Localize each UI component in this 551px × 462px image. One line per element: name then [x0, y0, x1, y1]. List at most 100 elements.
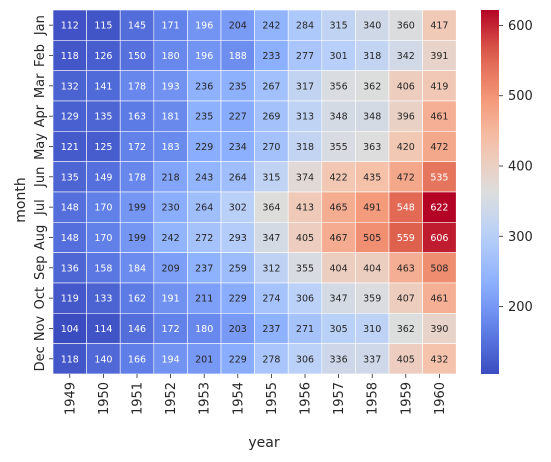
cell-value-label: 181: [162, 112, 180, 123]
cell-value-label: 347: [330, 294, 348, 305]
heatmap-cell: [220, 343, 255, 375]
cell-value-label: 227: [229, 112, 247, 123]
cell-value-label: 355: [330, 142, 348, 153]
colorbar-tick-label: 500: [508, 89, 533, 104]
heatmap-cell: [153, 191, 188, 223]
heatmap-cell: [153, 252, 188, 284]
cell-value-label: 199: [128, 233, 146, 244]
cell-value-label: 183: [162, 142, 180, 153]
cell-value-label: 237: [262, 324, 280, 335]
cell-value-label: 293: [229, 233, 247, 244]
heatmap-cell: [220, 100, 255, 132]
cell-value-label: 236: [195, 81, 213, 92]
heatmap-cell: [287, 312, 323, 344]
heatmap-cell: [220, 40, 255, 71]
heatmap-cell: [52, 222, 87, 253]
heatmap-cell: [287, 252, 323, 284]
x-tick-label: 1950: [97, 382, 112, 415]
heatmap-cell: [52, 252, 87, 284]
cell-value-label: 315: [262, 172, 280, 183]
heatmap-cell: [187, 282, 222, 314]
cell-value-label: 129: [61, 112, 79, 123]
x-tick-label: 1952: [164, 382, 179, 415]
heatmap-cell: [254, 282, 289, 314]
heatmap-cell: [187, 131, 222, 162]
cell-value-label: 548: [397, 203, 415, 214]
cell-value-label: 264: [229, 172, 247, 183]
cell-value-label: 119: [61, 294, 79, 305]
heatmap-cell: [287, 9, 323, 41]
cell-value-label: 356: [330, 81, 348, 92]
cell-value-label: 199: [128, 203, 146, 214]
heatmap-cell: [388, 131, 423, 162]
colorbar-tick-label: 400: [508, 160, 533, 175]
cell-value-label: 229: [229, 294, 247, 305]
cell-value-label: 336: [330, 354, 348, 365]
cell-value-label: 315: [330, 21, 348, 32]
heatmap-cell: [422, 100, 457, 132]
cell-value-label: 318: [296, 142, 314, 153]
heatmap-cell: [86, 312, 121, 344]
cell-value-label: 364: [262, 203, 280, 214]
cell-value-label: 243: [195, 172, 213, 183]
y-tick-label: Dec: [33, 346, 48, 371]
cell-value-label: 405: [397, 354, 415, 365]
cell-value-label: 135: [94, 112, 112, 123]
cell-value-label: 310: [363, 324, 381, 335]
cell-value-label: 242: [162, 233, 180, 244]
heatmap-cell: [86, 40, 121, 71]
x-tick-label: 1959: [399, 382, 414, 415]
cell-value-label: 188: [229, 51, 247, 62]
cell-value-label: 234: [229, 142, 247, 153]
cell-value-label: 363: [363, 142, 381, 153]
heatmap-cell: [422, 282, 457, 314]
cell-value-label: 491: [363, 203, 381, 214]
cell-value-label: 269: [262, 112, 280, 123]
heatmap-cell: [388, 343, 423, 375]
cell-value-label: 559: [397, 233, 415, 244]
cell-value-label: 396: [397, 112, 415, 123]
cell-value-label: 404: [330, 263, 348, 274]
y-tick-label: Oct: [33, 287, 48, 309]
cell-value-label: 229: [195, 142, 213, 153]
heatmap-cell: [388, 252, 423, 284]
cell-value-label: 472: [430, 142, 448, 153]
y-tick-label: Jul: [33, 199, 48, 216]
y-tick-label: Jan: [33, 15, 48, 36]
cell-value-label: 118: [61, 354, 79, 365]
heatmap-cell: [422, 161, 457, 193]
cell-value-label: 317: [296, 81, 314, 92]
heatmap-cell: [119, 131, 155, 162]
heatmap-cell: [220, 252, 255, 284]
heatmap-cell: [220, 191, 255, 223]
heatmap-cell: [254, 40, 289, 71]
cell-value-label: 162: [128, 294, 146, 305]
heatmap-cell: [86, 343, 121, 375]
cell-value-label: 465: [330, 203, 348, 214]
cell-value-label: 145: [128, 21, 146, 32]
heatmap-cell: [321, 100, 356, 132]
cell-value-label: 209: [162, 263, 180, 274]
y-tick-label: Nov: [33, 315, 48, 341]
heatmap-cell: [254, 252, 289, 284]
cell-value-label: 348: [363, 112, 381, 123]
cell-value-label: 132: [61, 81, 79, 92]
heatmap-cell: [86, 282, 121, 314]
y-tick-label: Jun: [33, 167, 48, 188]
cell-value-label: 218: [162, 172, 180, 183]
cell-value-label: 432: [430, 354, 448, 365]
cell-value-label: 146: [128, 324, 146, 335]
heatmap-cell: [254, 70, 289, 102]
cell-value-label: 121: [61, 142, 79, 153]
colorbar-tick-label: 200: [508, 300, 533, 315]
cell-value-label: 435: [363, 172, 381, 183]
cell-value-label: 362: [363, 81, 381, 92]
cell-value-label: 203: [229, 324, 247, 335]
y-tick-label: May: [33, 133, 48, 160]
cell-value-label: 201: [195, 354, 213, 365]
heatmap-cell: [321, 161, 356, 193]
x-axis-label: year: [248, 435, 279, 451]
cell-value-label: 204: [229, 21, 247, 32]
cell-value-label: 267: [262, 81, 280, 92]
